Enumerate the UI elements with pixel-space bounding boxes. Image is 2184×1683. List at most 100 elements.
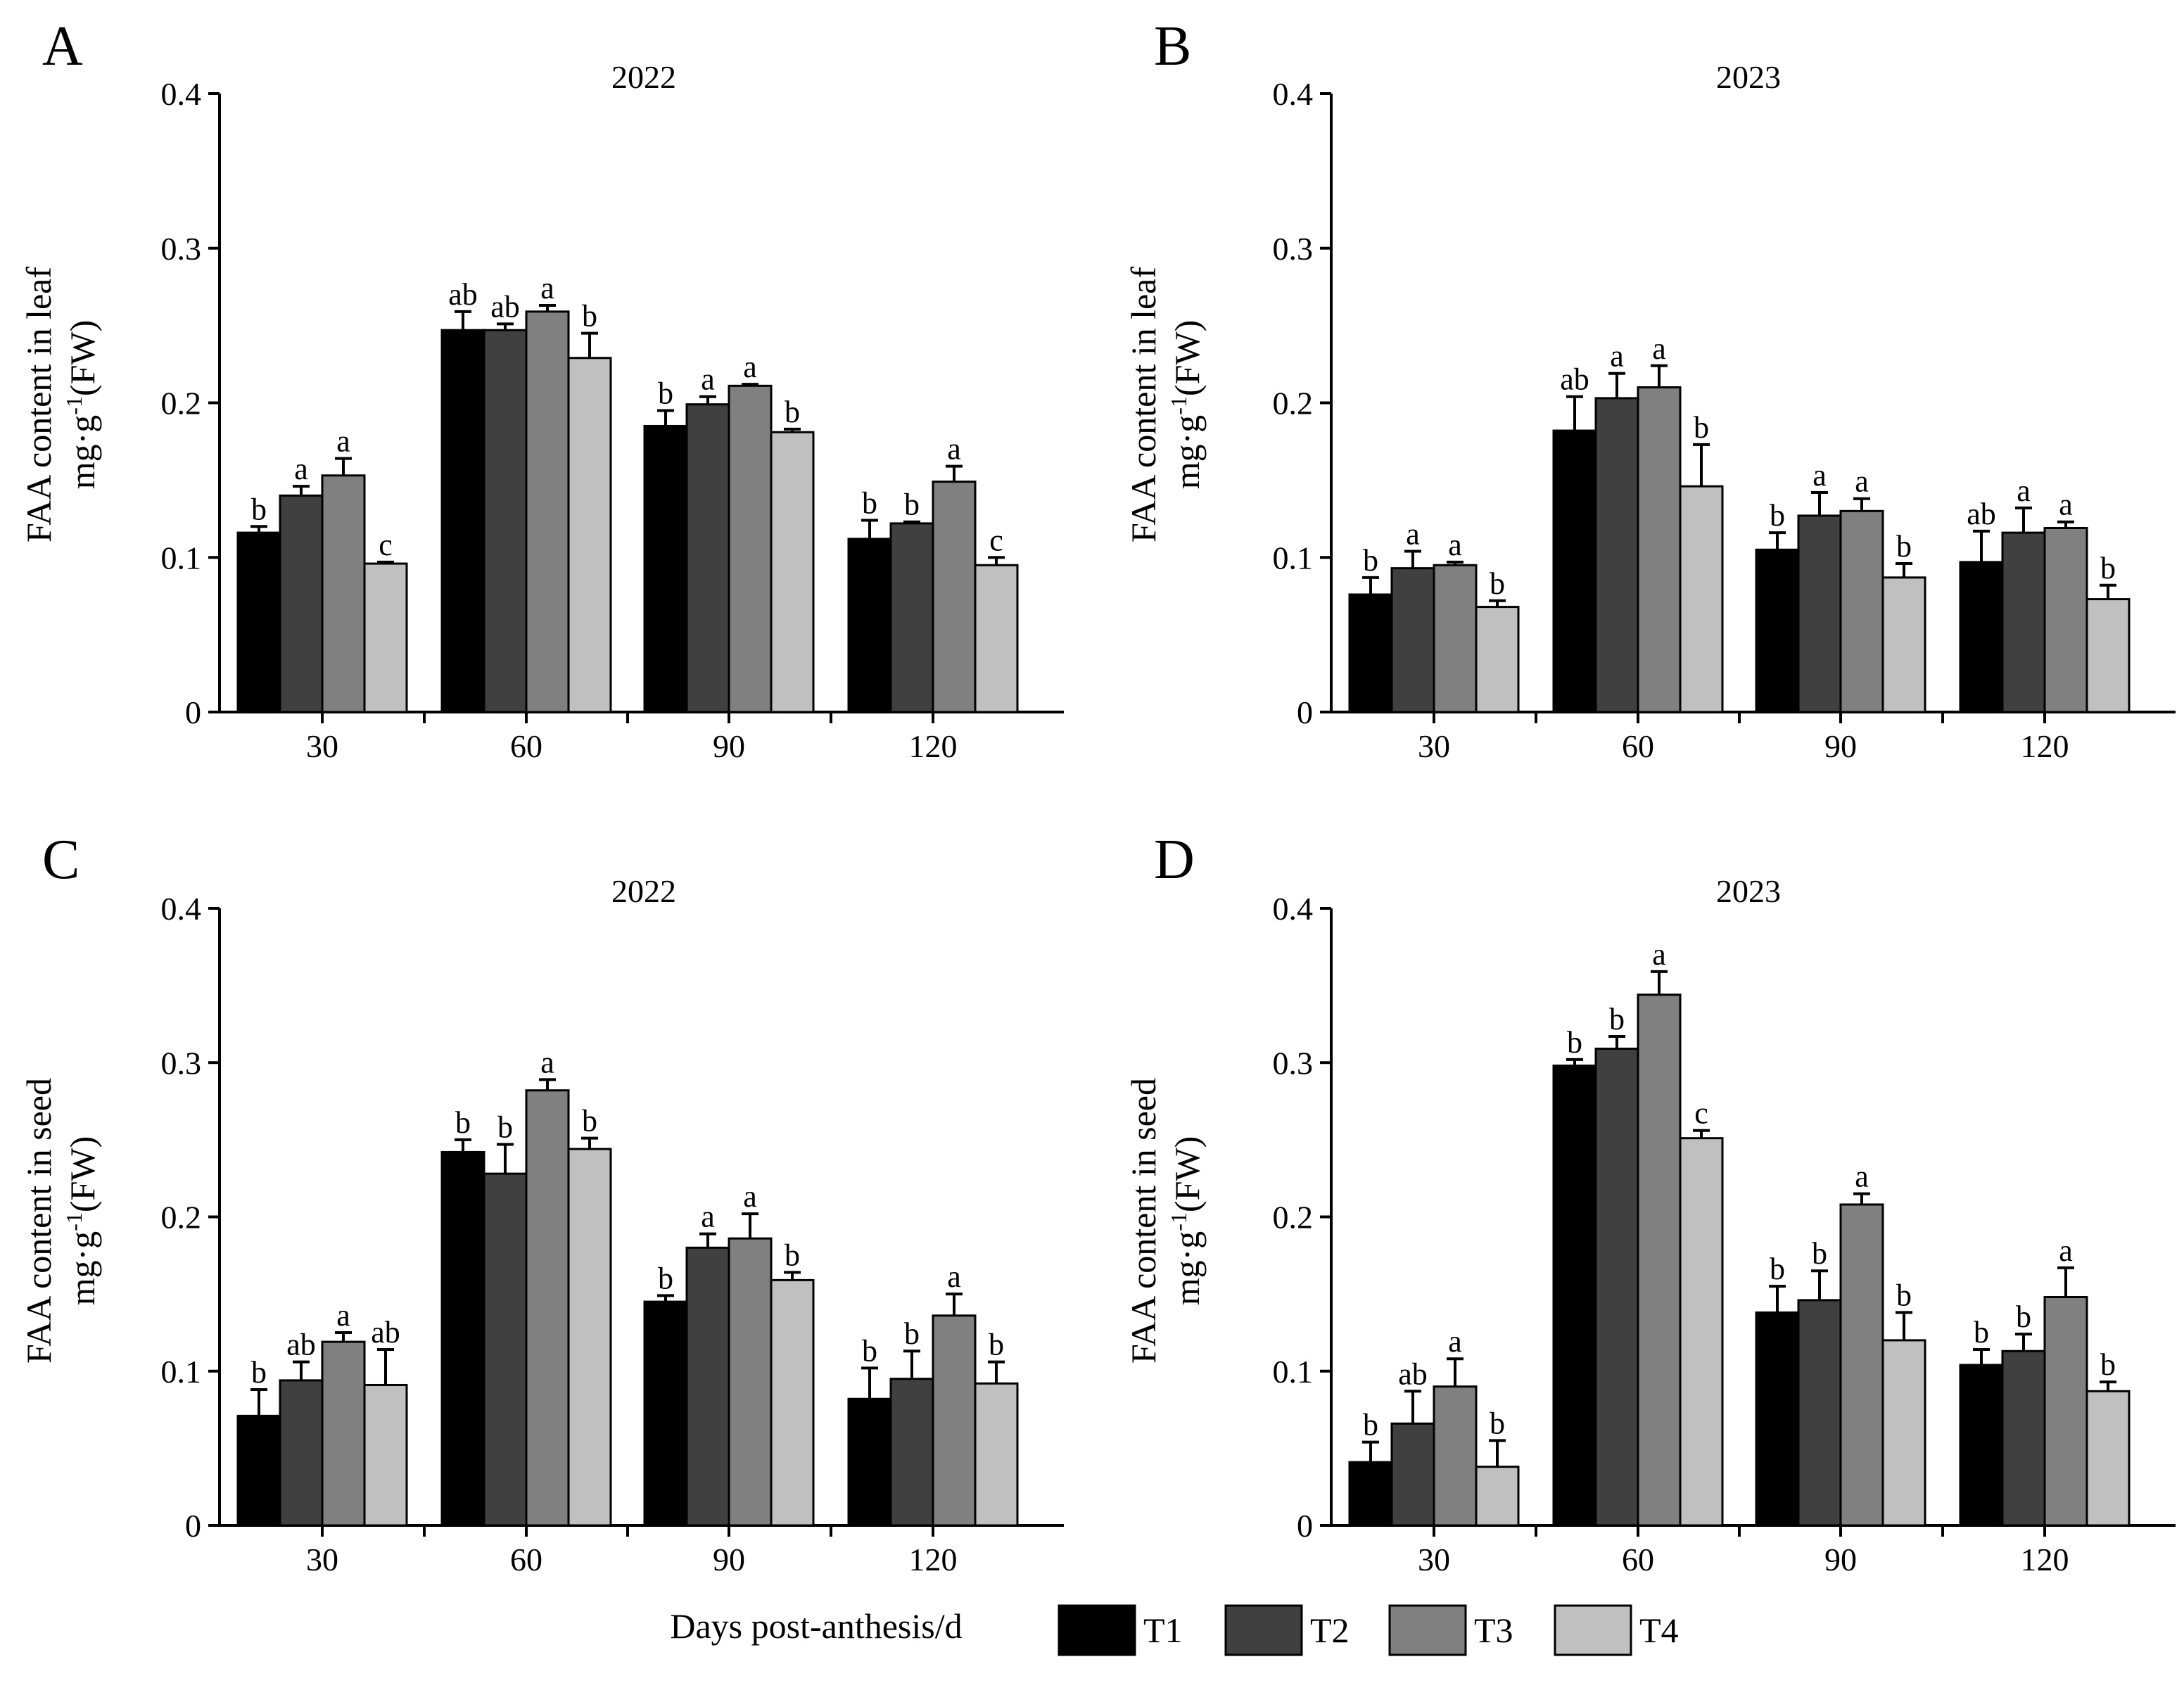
significance-letter: b <box>1896 1278 1912 1312</box>
significance-letter: b <box>862 1333 877 1368</box>
significance-letter: b <box>582 1104 597 1138</box>
y-axis-label: FAA content in seed <box>19 1078 58 1364</box>
significance-letter: a <box>2059 1233 2073 1268</box>
significance-letter: a <box>1652 331 1666 366</box>
significance-letter: b <box>904 488 920 522</box>
significance-letter: b <box>1770 1252 1785 1286</box>
y-tick-label: 0.2 <box>161 386 202 421</box>
y-tick-label: 0.4 <box>161 76 202 112</box>
x-tick-label: 90 <box>713 1542 745 1577</box>
bar-t2 <box>2001 1349 2046 1527</box>
bar-t1 <box>1959 1364 2004 1527</box>
y-tick-label: 0.4 <box>1273 891 1314 927</box>
bar-t4 <box>567 1148 612 1527</box>
bar-t4 <box>1679 485 1724 713</box>
panel-b: B 2023 FAA content in leaf mg·g-1(FW) 0 0… <box>1124 15 2176 764</box>
x-tick-label: 60 <box>510 728 542 764</box>
bar-t1 <box>1552 1065 1597 1527</box>
bar-t3 <box>1839 1203 1884 1527</box>
bar-t1 <box>1755 548 1800 713</box>
significance-letter: ab <box>490 289 520 324</box>
significance-letter: b <box>497 1110 513 1144</box>
significance-letter: b <box>251 1355 267 1390</box>
y-tick-label: 0.1 <box>161 1354 202 1390</box>
significance-letter: ab <box>371 1315 400 1349</box>
significance-letter: b <box>1770 498 1785 533</box>
y-axis-unit: mg·g-1(FW) <box>61 320 102 490</box>
significance-letter: b <box>1609 1002 1625 1036</box>
panel-title: 2022 <box>611 873 676 909</box>
significance-letter: a <box>1448 1324 1462 1359</box>
significance-letter: ab <box>448 277 478 312</box>
bar-t1 <box>440 1150 485 1527</box>
significance-letter: a <box>336 1298 350 1333</box>
x-tick-label: 120 <box>909 728 958 764</box>
significance-letter: c <box>379 528 393 562</box>
bar-t2 <box>889 522 934 713</box>
significance-letter: a <box>336 424 350 459</box>
significance-letter: b <box>658 376 673 410</box>
panel-letter-a: A <box>42 15 83 77</box>
bar-t3 <box>1839 509 1884 713</box>
significance-letter: b <box>1974 1315 1989 1349</box>
significance-letter: b <box>1567 1025 1582 1060</box>
panel-title: 2022 <box>611 59 676 95</box>
x-axis-label: Days post-anthesis/d <box>670 1606 962 1646</box>
bar-t2 <box>1594 1048 1639 1527</box>
significance-letter: b <box>251 492 267 526</box>
bar-t4 <box>1475 1466 1520 1527</box>
significance-letter: a <box>743 350 757 384</box>
y-tick-label: 0.1 <box>161 540 202 576</box>
bar-t2 <box>483 329 528 713</box>
legend-label-t3: T3 <box>1474 1611 1513 1650</box>
bar-t3 <box>525 1089 570 1527</box>
bar-t1 <box>1959 561 2004 713</box>
bar-t4 <box>1881 1339 1926 1527</box>
bar-t4 <box>1475 606 1520 713</box>
bar-t4 <box>770 431 815 713</box>
x-tick-label: 60 <box>510 1542 542 1577</box>
significance-letter: b <box>1363 1408 1378 1442</box>
bar-t4 <box>974 564 1019 713</box>
panel-d: D 2023 FAA content in seed mg·g-1(FW) 0 0… <box>1124 829 2176 1577</box>
legend-item-t3: T3 <box>1388 1604 1513 1656</box>
y-tick-label: 0 <box>1297 694 1313 730</box>
significance-letter: a <box>947 1259 961 1294</box>
bar-t1 <box>847 1397 892 1527</box>
y-tick-label: 0 <box>1297 1508 1313 1544</box>
significance-letter: ab <box>1560 362 1589 397</box>
significance-letter: a <box>1406 516 1420 551</box>
bar-t2 <box>1390 567 1435 713</box>
y-tick-label: 0.3 <box>161 231 202 267</box>
legend: T1 T2 T3 T4 <box>1058 1604 1679 1656</box>
bar-t3 <box>932 1314 977 1527</box>
panel-letter-b: B <box>1154 15 1191 77</box>
bar-t2 <box>483 1172 528 1527</box>
significance-letter: ab <box>1398 1357 1428 1391</box>
bar-t2 <box>2001 531 2046 713</box>
significance-letter: a <box>1652 937 1666 972</box>
significance-letter: a <box>294 452 308 486</box>
significance-letter: b <box>785 395 800 429</box>
significance-letter: b <box>658 1261 673 1295</box>
legend-item-t2: T2 <box>1224 1604 1350 1656</box>
bar-t4 <box>363 1383 408 1527</box>
significance-letter: a <box>1855 464 1869 499</box>
y-tick-label: 0.4 <box>1273 76 1314 112</box>
significance-letter: b <box>1490 1406 1505 1440</box>
bar-t1 <box>643 424 688 713</box>
bar-t3 <box>728 384 773 713</box>
significance-letter: b <box>1694 410 1709 445</box>
bar-t1 <box>236 531 281 713</box>
panel-title: 2023 <box>1716 873 1781 909</box>
significance-letter: c <box>989 523 1003 557</box>
significance-letter: ab <box>286 1328 316 1362</box>
bar-t2 <box>1797 514 1842 713</box>
bar-t1 <box>1348 593 1393 713</box>
significance-letter: b <box>1363 543 1378 578</box>
significance-letter: ab <box>1967 497 1996 531</box>
significance-letter: b <box>989 1328 1004 1362</box>
